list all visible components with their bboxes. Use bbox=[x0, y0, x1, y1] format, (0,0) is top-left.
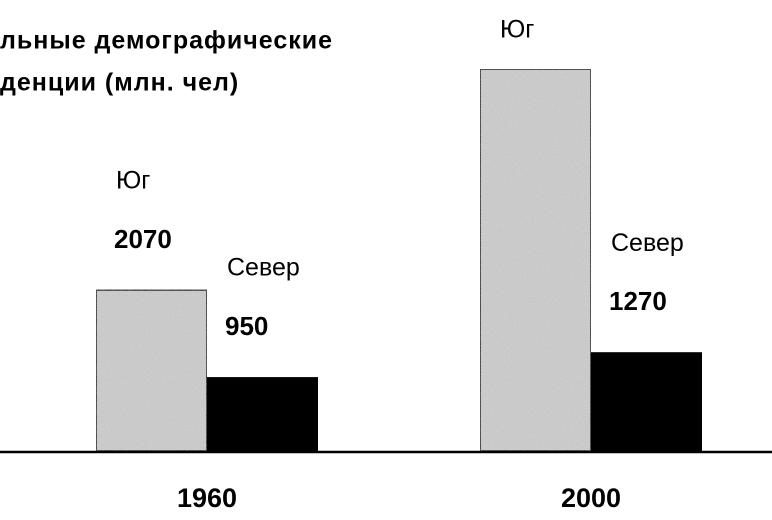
series-label: Юг bbox=[500, 16, 534, 44]
data-label: 2070 bbox=[114, 224, 172, 254]
x-tick-label: 1960 bbox=[177, 483, 237, 513]
bar bbox=[479, 68, 592, 452]
chart-title: денции (млн. чел) bbox=[0, 69, 239, 97]
x-tick-label: 2000 bbox=[561, 483, 621, 513]
series-label: Юг bbox=[116, 167, 150, 195]
data-label: 1270 bbox=[609, 286, 667, 316]
series-label: Север bbox=[611, 229, 684, 257]
series-label: Север bbox=[227, 254, 300, 282]
bar bbox=[95, 288, 208, 453]
data-label: 950 bbox=[225, 311, 268, 341]
chart-title: льные демографические bbox=[0, 27, 333, 55]
bar bbox=[591, 352, 702, 451]
bar bbox=[207, 377, 318, 451]
